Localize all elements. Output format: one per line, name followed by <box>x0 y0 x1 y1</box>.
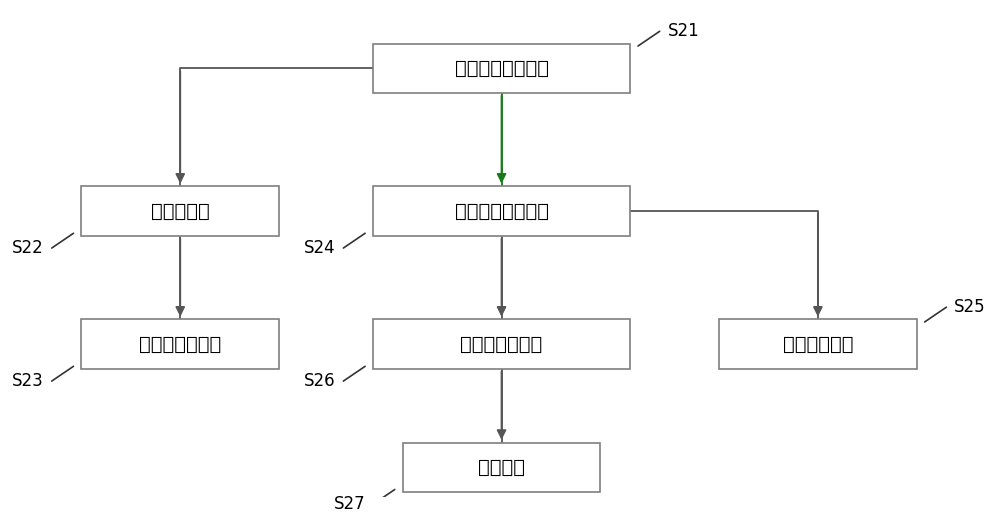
Text: 低钒铁水回收铁: 低钒铁水回收铁 <box>139 335 221 353</box>
Text: S23: S23 <box>12 372 44 390</box>
Bar <box>373 319 630 369</box>
Bar <box>373 43 630 93</box>
Text: S25: S25 <box>954 298 986 316</box>
Text: S26: S26 <box>304 372 335 390</box>
Text: 电弧炉装料及熔分: 电弧炉装料及熔分 <box>455 59 549 78</box>
Bar <box>373 186 630 236</box>
Bar <box>719 319 917 369</box>
Text: S21: S21 <box>668 22 699 40</box>
Text: 高钒铁水回收钒: 高钒铁水回收钒 <box>460 335 543 353</box>
Text: 熔渣选择性还原钒: 熔渣选择性还原钒 <box>455 202 549 221</box>
Text: 预留熔池: 预留熔池 <box>478 458 525 477</box>
Text: S22: S22 <box>12 239 44 257</box>
Bar <box>81 319 279 369</box>
Text: S27: S27 <box>333 495 365 513</box>
Text: 出低钒铁水: 出低钒铁水 <box>151 202 210 221</box>
Bar <box>81 186 279 236</box>
Text: 富钛渣回收钛: 富钛渣回收钛 <box>783 335 853 353</box>
Text: S24: S24 <box>304 239 335 257</box>
Bar <box>403 443 600 492</box>
